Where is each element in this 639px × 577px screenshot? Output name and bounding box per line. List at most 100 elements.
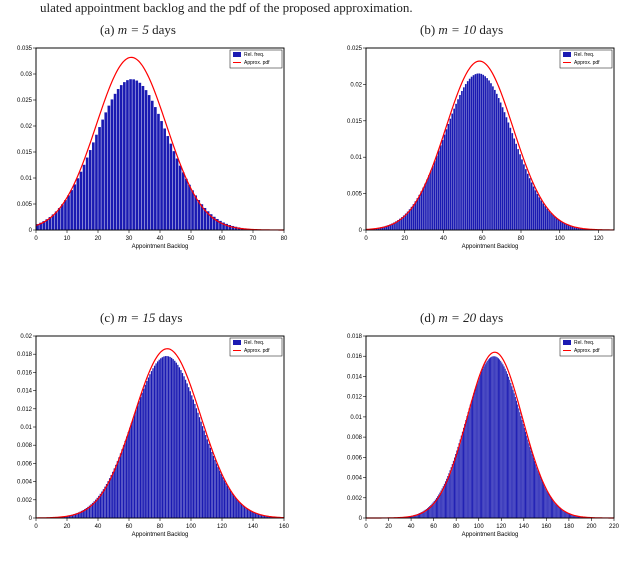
svg-text:0.01: 0.01 bbox=[20, 176, 32, 182]
svg-text:40: 40 bbox=[440, 236, 447, 242]
x-axis: 020406080100120140160 bbox=[34, 518, 289, 530]
svg-text:0.005: 0.005 bbox=[347, 192, 363, 198]
subcaption-d: (d) m = 20 days bbox=[420, 310, 503, 326]
svg-text:40: 40 bbox=[157, 236, 164, 242]
subcaption-c: (c) m = 15 days bbox=[100, 310, 182, 326]
svg-text:0: 0 bbox=[29, 228, 33, 234]
svg-text:0.006: 0.006 bbox=[17, 461, 33, 467]
svg-text:80: 80 bbox=[453, 524, 460, 530]
y-axis: 00.0050.010.0150.020.025 bbox=[347, 46, 366, 234]
legend-swatch-relfreq bbox=[233, 52, 241, 57]
legend: Rel. freq.Approx. pdf bbox=[560, 338, 612, 356]
legend: Rel. freq.Approx. pdf bbox=[230, 338, 282, 356]
svg-text:0.014: 0.014 bbox=[17, 389, 33, 395]
svg-text:100: 100 bbox=[474, 524, 485, 530]
svg-text:160: 160 bbox=[541, 524, 552, 530]
legend-swatch-relfreq bbox=[563, 340, 571, 345]
legend-label: Approx. pdf bbox=[574, 348, 600, 354]
svg-text:120: 120 bbox=[593, 236, 604, 242]
y-axis: 00.0020.0040.0060.0080.010.0120.0140.016… bbox=[347, 334, 366, 522]
svg-text:80: 80 bbox=[157, 524, 164, 530]
svg-text:70: 70 bbox=[250, 236, 257, 242]
svg-text:120: 120 bbox=[496, 524, 507, 530]
y-axis: 00.0020.0040.0060.0080.010.0120.0140.016… bbox=[17, 334, 36, 522]
svg-text:0.016: 0.016 bbox=[17, 370, 33, 376]
svg-text:180: 180 bbox=[564, 524, 575, 530]
svg-text:60: 60 bbox=[479, 236, 486, 242]
svg-text:0.025: 0.025 bbox=[17, 98, 33, 104]
legend-label: Rel. freq. bbox=[244, 340, 264, 346]
x-axis: 020406080100120140160180200220 bbox=[364, 518, 619, 530]
subcaption-b: (b) m = 10 days bbox=[420, 22, 503, 38]
legend: Rel. freq.Approx. pdf bbox=[560, 50, 612, 68]
svg-text:0.018: 0.018 bbox=[17, 352, 33, 358]
subcap-unit: days bbox=[152, 22, 176, 37]
svg-text:20: 20 bbox=[64, 524, 71, 530]
subcap-letter: (c) bbox=[100, 310, 114, 325]
plot-box bbox=[366, 336, 614, 518]
svg-text:30: 30 bbox=[126, 236, 133, 242]
svg-text:0.006: 0.006 bbox=[347, 455, 363, 461]
plot-box bbox=[36, 336, 284, 518]
subcap-letter: (b) bbox=[420, 22, 435, 37]
svg-text:0.02: 0.02 bbox=[20, 124, 32, 130]
svg-text:0: 0 bbox=[359, 228, 363, 234]
svg-text:0: 0 bbox=[364, 236, 368, 242]
svg-text:10: 10 bbox=[64, 236, 71, 242]
subcaption-a: (a) m = 5 days bbox=[100, 22, 176, 38]
svg-text:0.02: 0.02 bbox=[350, 82, 362, 88]
subcap-unit: days bbox=[479, 310, 503, 325]
svg-text:60: 60 bbox=[126, 524, 133, 530]
x-axis-label: Appointment Backlog bbox=[462, 532, 519, 538]
svg-text:0.025: 0.025 bbox=[347, 46, 363, 52]
svg-text:0.005: 0.005 bbox=[17, 202, 33, 208]
subcap-m: m = 15 bbox=[118, 310, 156, 325]
chart-svg: 020406080100120140160180200220Appointmen… bbox=[340, 330, 620, 540]
legend-label: Rel. freq. bbox=[574, 52, 594, 58]
x-axis-label: Appointment Backlog bbox=[462, 244, 519, 250]
chart-svg: 020406080100120140160Appointment Backlog… bbox=[10, 330, 290, 540]
svg-text:0: 0 bbox=[364, 524, 368, 530]
svg-text:0.035: 0.035 bbox=[17, 46, 33, 52]
svg-text:0.002: 0.002 bbox=[347, 496, 363, 502]
svg-text:0.014: 0.014 bbox=[347, 374, 363, 380]
legend-label: Approx. pdf bbox=[244, 60, 270, 66]
x-axis: 020406080100120 bbox=[364, 230, 604, 242]
plot-box bbox=[36, 48, 284, 230]
plot-box bbox=[366, 48, 614, 230]
svg-text:0.008: 0.008 bbox=[17, 443, 33, 449]
svg-text:20: 20 bbox=[385, 524, 392, 530]
legend-swatch-relfreq bbox=[233, 340, 241, 345]
subcap-m: m = 10 bbox=[438, 22, 476, 37]
svg-text:0.016: 0.016 bbox=[347, 354, 363, 360]
x-axis: 01020304050607080 bbox=[34, 230, 288, 242]
svg-text:100: 100 bbox=[186, 524, 197, 530]
svg-text:40: 40 bbox=[408, 524, 415, 530]
svg-text:0.01: 0.01 bbox=[350, 155, 362, 161]
svg-text:20: 20 bbox=[401, 236, 408, 242]
subcap-m: m = 20 bbox=[438, 310, 476, 325]
chart-panel-b: 020406080100120Appointment Backlog00.005… bbox=[340, 42, 620, 252]
svg-text:0.012: 0.012 bbox=[17, 407, 33, 413]
svg-text:0: 0 bbox=[29, 516, 33, 522]
legend-swatch-relfreq bbox=[563, 52, 571, 57]
svg-text:0.012: 0.012 bbox=[347, 395, 363, 401]
svg-text:0.002: 0.002 bbox=[17, 498, 33, 504]
svg-text:0.01: 0.01 bbox=[350, 415, 362, 421]
chart-panel-a: 01020304050607080Appointment Backlog00.0… bbox=[10, 42, 290, 252]
svg-text:0.004: 0.004 bbox=[17, 480, 33, 486]
svg-text:0.03: 0.03 bbox=[20, 72, 32, 78]
svg-text:50: 50 bbox=[188, 236, 195, 242]
svg-text:0.02: 0.02 bbox=[20, 334, 32, 340]
subcap-unit: days bbox=[159, 310, 183, 325]
chart-svg: 020406080100120Appointment Backlog00.005… bbox=[340, 42, 620, 252]
svg-text:0.018: 0.018 bbox=[347, 334, 363, 340]
svg-text:160: 160 bbox=[279, 524, 290, 530]
svg-text:40: 40 bbox=[95, 524, 102, 530]
svg-text:0.015: 0.015 bbox=[17, 150, 33, 156]
svg-text:60: 60 bbox=[430, 524, 437, 530]
legend: Rel. freq.Approx. pdf bbox=[230, 50, 282, 68]
y-axis: 0 0.005 0.01 0.015 0.02 0.025 0.03 0.035 bbox=[17, 46, 36, 234]
svg-text:0: 0 bbox=[34, 524, 38, 530]
svg-text:0.004: 0.004 bbox=[347, 476, 363, 482]
